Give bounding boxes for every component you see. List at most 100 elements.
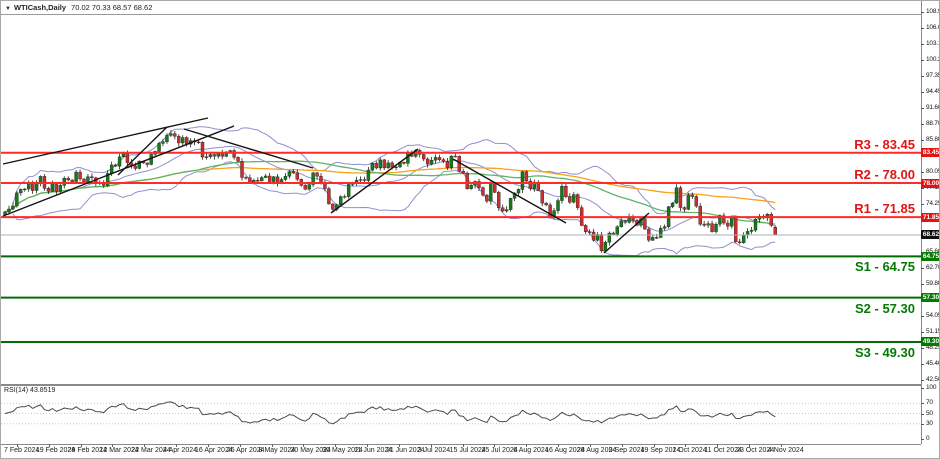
candle-body: [62, 177, 66, 186]
resistance-price-badge: 83.45: [921, 148, 940, 158]
candle-body: [264, 175, 268, 178]
date-label: 8 May 2024: [258, 447, 296, 454]
date-tick: [717, 444, 719, 447]
candle-body: [714, 224, 718, 232]
price-tick: [921, 379, 924, 381]
support-label: S2 - 57.30: [855, 300, 915, 316]
candle-body: [394, 166, 398, 168]
candle-body: [583, 225, 588, 232]
candle-body: [726, 222, 730, 227]
candle-body: [540, 190, 544, 204]
pane-separator[interactable]: [1, 384, 921, 386]
candle-body: [177, 136, 181, 144]
price-tick-label: 51.15: [926, 327, 940, 335]
price-tick-label: 85.80: [926, 135, 940, 143]
trendline[interactable]: [183, 128, 314, 169]
price-tick: [921, 347, 924, 349]
candle-body: [568, 196, 572, 203]
candle-body: [82, 178, 86, 183]
candle-body: [30, 183, 35, 191]
candle-body: [109, 164, 114, 174]
candle-body: [78, 171, 82, 180]
date-label: 22 Mar 2024: [131, 447, 171, 454]
price-tick-label: 74.25: [926, 199, 940, 207]
support-label: S1 - 64.75: [855, 259, 915, 275]
candle-body: [441, 159, 446, 162]
date-tick: [271, 444, 273, 447]
candle-body: [19, 189, 23, 194]
candle-body: [339, 196, 343, 205]
candle-body: [734, 217, 738, 243]
candle-body: [331, 203, 335, 210]
candle-body: [698, 205, 702, 225]
candle-body: [113, 164, 118, 167]
candle-body: [74, 171, 78, 182]
candle-body: [544, 202, 548, 206]
price-tick: [921, 107, 924, 109]
date-tick: [494, 444, 496, 447]
candle-body: [572, 194, 576, 203]
candle-body: [303, 185, 307, 190]
date-tick: [621, 444, 623, 447]
candle-body: [429, 160, 434, 165]
price-tick: [921, 203, 924, 205]
candle-body: [271, 176, 276, 182]
date-label: 15 Jul 2024: [449, 447, 486, 454]
price-chart-pane[interactable]: [1, 1, 921, 385]
price-axis[interactable]: 108.90 106.00 103.15 100.25 97.35 94.45 91.60 8…: [921, 1, 940, 385]
candle-body: [117, 156, 122, 167]
candle-body: [445, 161, 450, 168]
candle-body: [738, 241, 742, 243]
date-label: 11 Jun 2024: [354, 447, 393, 454]
candle-body: [137, 160, 142, 169]
date-label: 1 Oct 2024: [672, 447, 707, 454]
candle-body: [524, 171, 529, 182]
trendline[interactable]: [452, 158, 567, 224]
candle-body: [587, 231, 592, 233]
candle-body: [86, 176, 90, 183]
price-tick: [921, 171, 924, 173]
rsi-tick-label: 50: [926, 409, 933, 417]
rsi-axis: 100 70 50 30 0: [921, 384, 939, 444]
candle-body: [11, 205, 15, 210]
price-tick: [921, 43, 924, 45]
candle-body: [378, 159, 382, 169]
candle-body: [181, 137, 185, 144]
candle-body: [346, 184, 351, 197]
candle-body: [165, 135, 169, 143]
date-tick: [526, 444, 528, 447]
price-tick-label: 80.05: [926, 167, 940, 175]
candle-body: [105, 173, 110, 186]
candle-body: [651, 237, 655, 241]
date-axis[interactable]: 7 Feb 2024 19 Feb 2024 29 Feb 2024 12 Mar 2…: [1, 444, 939, 458]
trendline[interactable]: [2, 117, 209, 165]
trendline[interactable]: [330, 148, 419, 214]
price-tick: [921, 11, 924, 13]
trendline[interactable]: [603, 212, 650, 254]
date-label: 29 Feb 2024: [67, 447, 107, 454]
date-tick: [780, 444, 782, 447]
candle-body: [58, 185, 62, 192]
candle-body: [564, 186, 568, 197]
candle-body: [591, 231, 596, 241]
rsi-tick: [921, 413, 924, 415]
candle-body: [311, 172, 315, 185]
candle-body: [236, 157, 240, 162]
candle-body: [655, 237, 659, 239]
trendline[interactable]: [117, 126, 168, 176]
candle-body: [374, 163, 378, 169]
rsi-pane[interactable]: [1, 385, 921, 444]
date-tick: [112, 444, 114, 447]
candle-body: [422, 154, 426, 160]
symbol-dropdown-icon[interactable]: ▼: [5, 6, 11, 12]
trendline[interactable]: [2, 125, 235, 217]
candle-body: [15, 192, 19, 207]
date-label: 19 Feb 2024: [35, 447, 76, 454]
candle-body: [327, 188, 331, 205]
candle-body: [599, 234, 604, 252]
candle-body: [481, 187, 485, 196]
price-tick-label: 59.80: [926, 279, 940, 287]
candle-body: [702, 223, 706, 226]
candle-body: [157, 143, 161, 152]
resistance-price-badge: 78.00: [921, 178, 940, 188]
